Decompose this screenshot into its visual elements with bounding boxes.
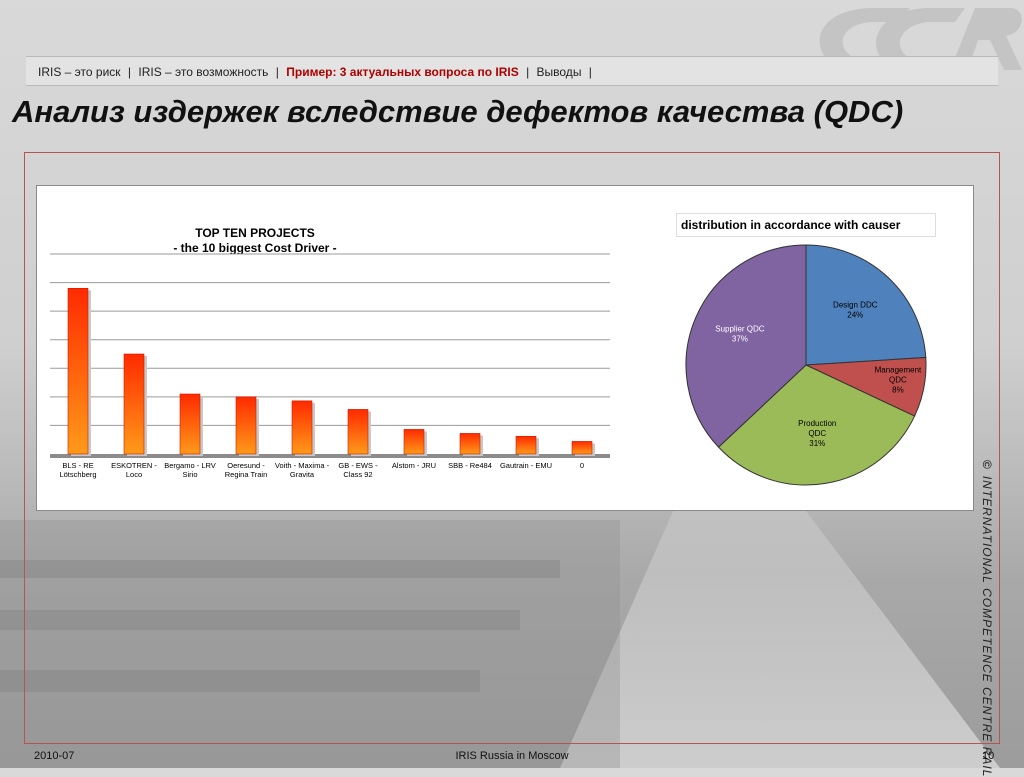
- breadcrumb-separator: |: [526, 65, 530, 79]
- side-credit-text: © INTERNATIONAL COMPETENCE CENTRE RAIL: [980, 460, 994, 777]
- bar-category-label: Gautrain - EMU: [500, 461, 552, 470]
- bar-category-label: Bergamo - LRV Sirio: [164, 461, 216, 479]
- bar-chart-subtitle: - the 10 biggest Cost Driver -: [173, 241, 337, 255]
- bar-category-label: SBB - Re484: [448, 461, 492, 470]
- breadcrumb: IRIS – это риск | IRIS – это возможность…: [26, 56, 998, 86]
- bar-category-label: GB - EWS -Class 92: [338, 461, 378, 479]
- bar-chart-title-block: TOP TEN PROJECTS - the 10 biggest Cost D…: [110, 226, 400, 256]
- breadcrumb-item-risk[interactable]: IRIS – это риск: [38, 65, 121, 79]
- breadcrumb-item-opportunity[interactable]: IRIS – это возможность: [138, 65, 269, 79]
- bar-7: [403, 429, 425, 455]
- pie-chart: Design DDC 24% Management QDC 8% Production QD…: [685, 244, 927, 486]
- bar-category-label: ESKOTREN -Loco: [111, 461, 157, 479]
- bar-4: [235, 396, 257, 455]
- bar-category-label: Voith - Maxima -Gravita: [275, 461, 330, 479]
- bar-10: [571, 441, 593, 455]
- bar-category-label: Oeresund -Regina Train: [225, 461, 268, 479]
- pie-slice-1: [805, 244, 927, 366]
- pie-slice-label: Supplier QDC 37%: [715, 324, 765, 343]
- bar-2: [123, 353, 145, 455]
- company-logo: [819, 8, 1022, 70]
- pie-slice-3: [717, 364, 916, 486]
- page-title: Анализ издержек вследствие дефектов каче…: [12, 94, 904, 129]
- bar-3: [179, 393, 201, 455]
- breadcrumb-separator: |: [588, 65, 592, 79]
- breadcrumb-separator: |: [127, 65, 132, 79]
- bar-category-label: Alstom - JRU: [392, 461, 436, 470]
- side-credit-label: INTERNATIONAL COMPETENCE CENTRE RAIL: [980, 475, 994, 777]
- footer-date: 2010-07: [34, 750, 75, 762]
- bar-8: [459, 433, 481, 455]
- footer-event: IRIS Russia in Moscow: [455, 750, 569, 762]
- pie-slice-label: Management QDC 8%: [875, 366, 922, 395]
- bar-chart: BLS - RE Lötschberg ESKOTREN -Loco Bergamo …: [50, 253, 610, 479]
- bar-6: [347, 409, 369, 455]
- bar-5: [291, 400, 313, 455]
- copyright-icon: ©: [980, 460, 994, 470]
- pie-slice-label: Production QDC 31%: [798, 419, 836, 448]
- bar-9: [515, 435, 537, 455]
- breadcrumb-item-example[interactable]: Пример: 3 актуальных вопроса по IRIS: [286, 65, 519, 79]
- bar-category-label: 0: [580, 461, 584, 470]
- pie-chart-title: distribution in accordance with causer: [676, 213, 936, 237]
- bar-category-label: BLS - RE Lötschberg: [59, 461, 96, 479]
- breadcrumb-separator: |: [275, 65, 279, 79]
- content-frame: [24, 152, 1000, 744]
- footer-page-number: 10: [982, 750, 995, 762]
- breadcrumb-item-conclusions[interactable]: Выводы: [536, 65, 582, 79]
- bar-chart-title: TOP TEN PROJECTS: [195, 226, 315, 240]
- pie-slice-4: [685, 244, 807, 448]
- bar-1: [67, 287, 89, 455]
- bar-chart-floor: [50, 454, 610, 458]
- pie-slice-label: Design DDC 24%: [833, 301, 878, 320]
